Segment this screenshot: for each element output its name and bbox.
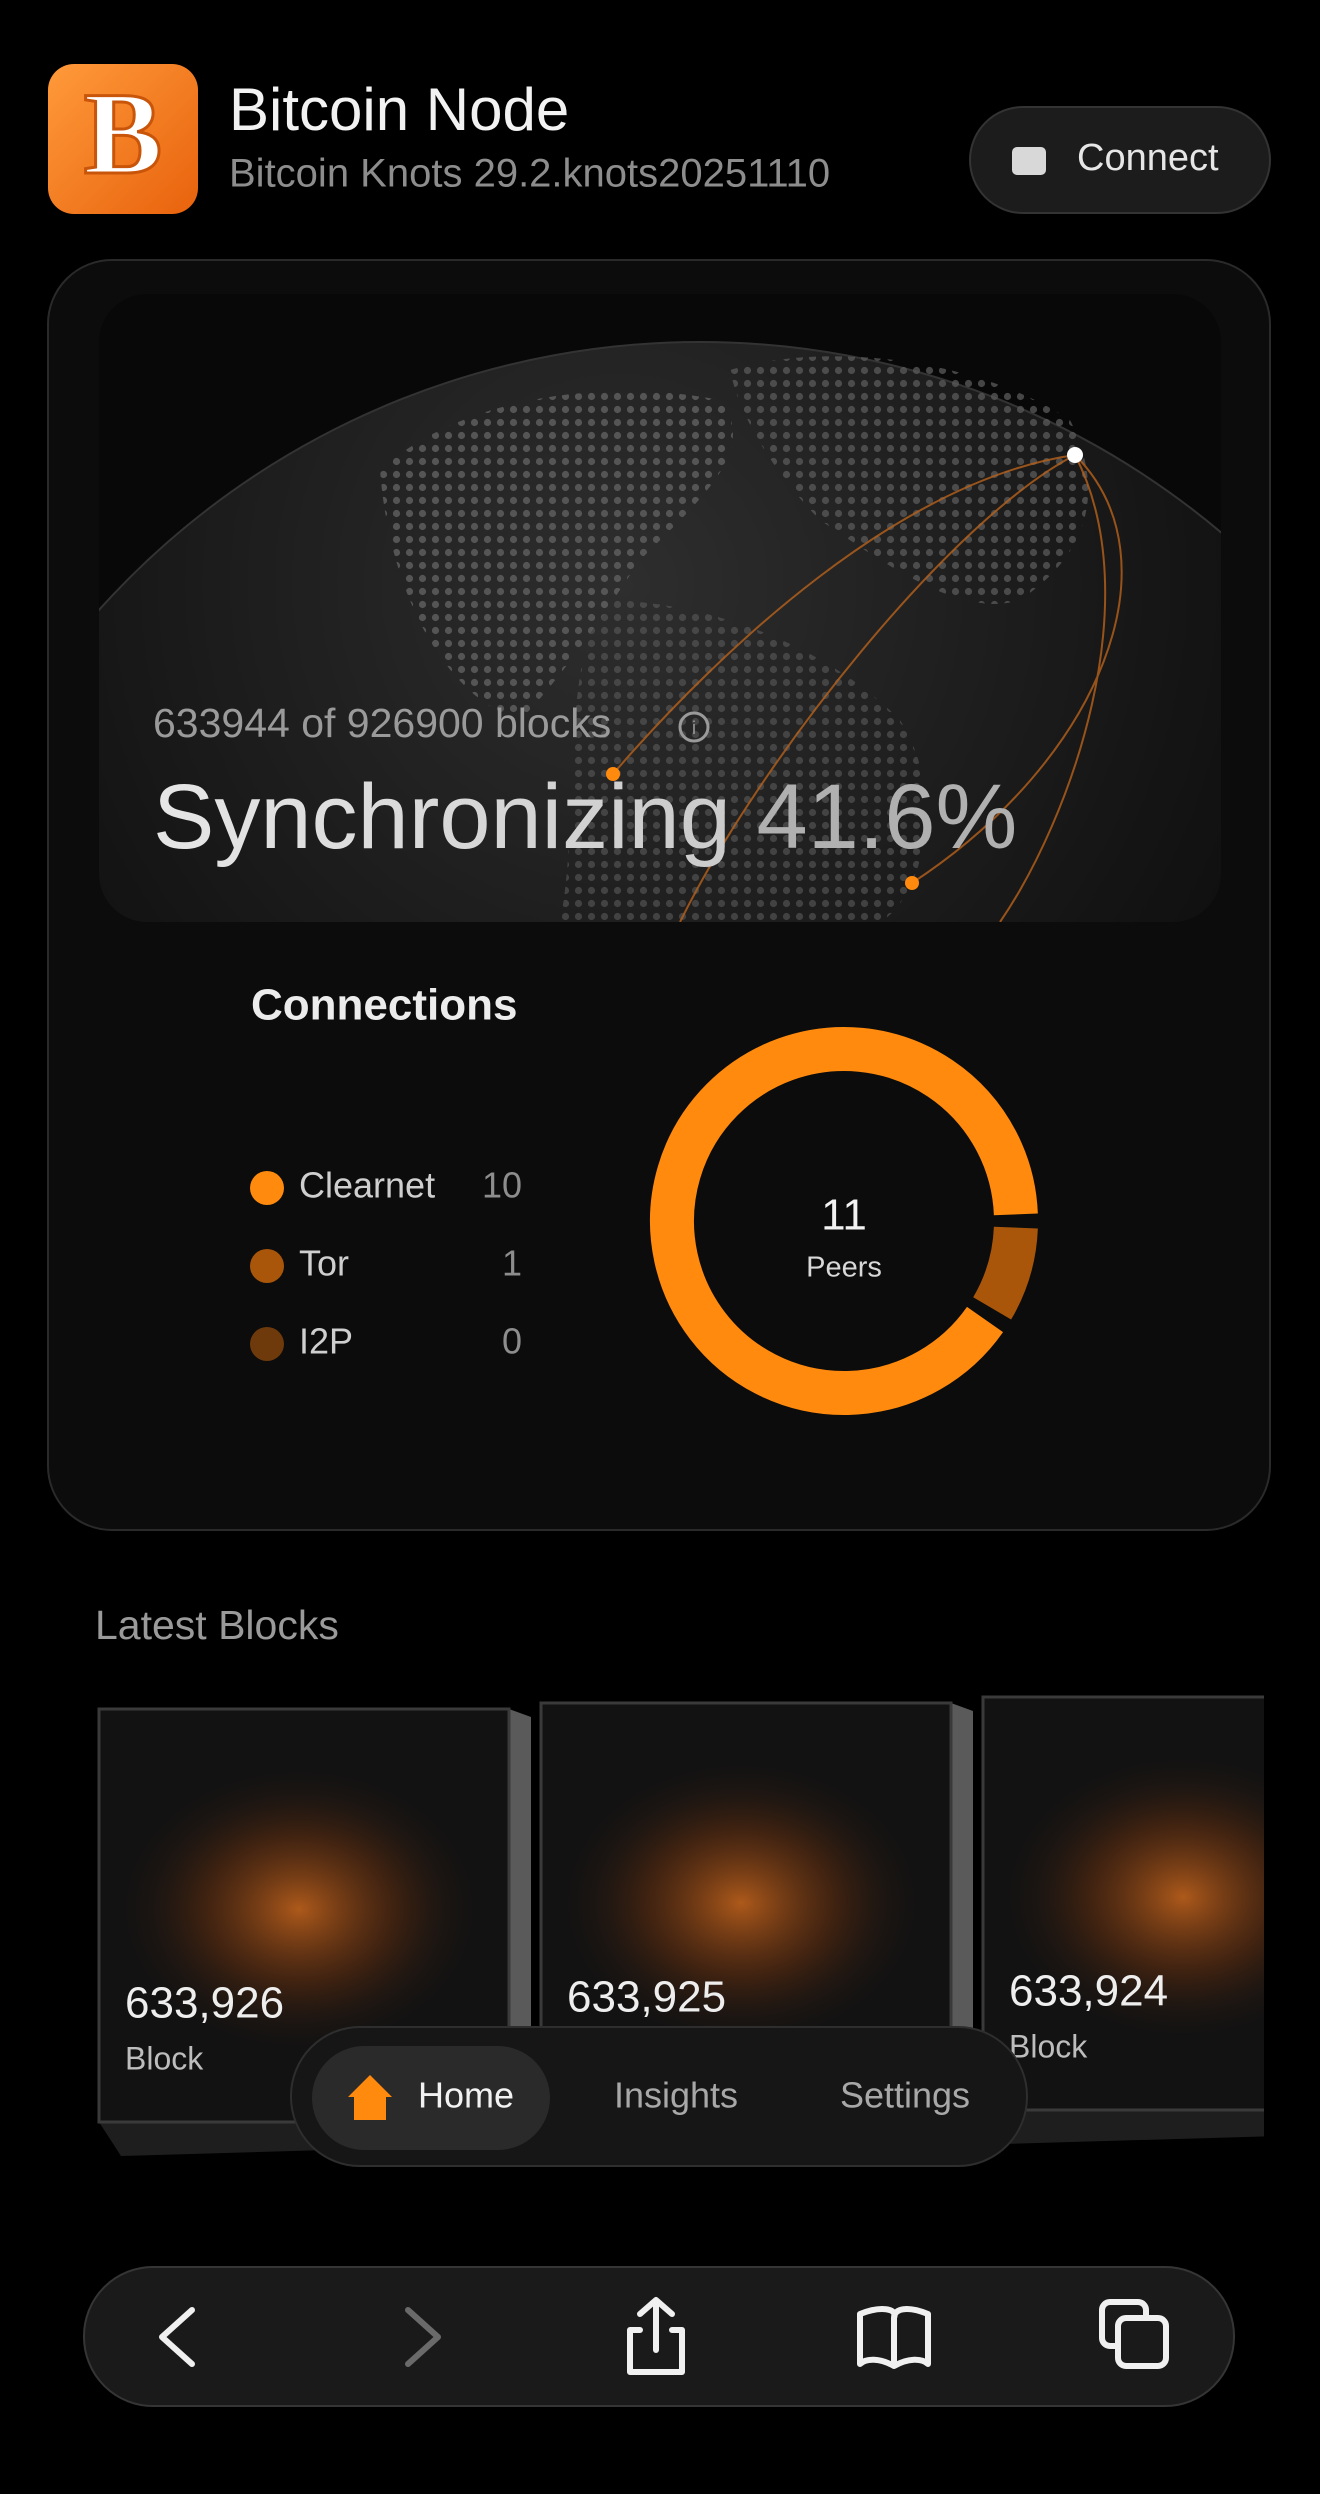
block-height: 633,925: [567, 1973, 726, 2022]
block-texture: [993, 1747, 1320, 2047]
peer-dot: [905, 876, 919, 890]
connect-button[interactable]: [969, 106, 1271, 214]
tab-label[interactable]: Settings: [840, 2075, 970, 2116]
legend: Clearnet 10 Tor 1 I2P 0: [250, 1165, 522, 1362]
block-label: Block: [125, 2040, 204, 2076]
peer-dot: [606, 767, 620, 781]
app-subtitle: Bitcoin Knots 29.2.knots20251110: [229, 152, 830, 196]
peer-arcs: [612, 454, 1123, 922]
logo-letter: B: [84, 68, 163, 199]
continent: [380, 391, 733, 720]
active-tab-pill: [312, 2046, 550, 2150]
peers-total: 11: [821, 1191, 867, 1240]
tabs-button-front[interactable]: [1115, 2315, 1169, 2369]
block-texture: [551, 1753, 931, 2053]
block-height: 633,926: [125, 1979, 284, 2028]
screen-edge: [1264, 1680, 1320, 2180]
legend-label: Tor: [299, 1243, 349, 1284]
legend-swatch: [250, 1249, 284, 1283]
latest-blocks-title: Latest Blocks: [95, 1602, 339, 1648]
bookmarks-button[interactable]: [857, 2306, 931, 2369]
block-bottom: [983, 2110, 1320, 2144]
continent: [560, 600, 927, 922]
wallet-icon: [1012, 147, 1046, 175]
block-texture: [109, 1759, 489, 2059]
legend-value: 0: [502, 1321, 522, 1362]
legend-value: 10: [482, 1165, 522, 1206]
info-icon[interactable]: [678, 711, 710, 743]
sync-progress: 41.6%: [756, 766, 1017, 868]
tab-label[interactable]: Insights: [614, 2075, 738, 2116]
tab-label[interactable]: Home: [418, 2075, 514, 2116]
back-button[interactable]: [159, 2307, 195, 2367]
block-card[interactable]: 633,925Block: [539, 1701, 973, 2150]
forward-button[interactable]: [405, 2307, 441, 2367]
node-location: [1067, 447, 1083, 463]
block-height: 633,924: [1009, 1967, 1168, 2016]
legend-value: 1: [502, 1243, 522, 1284]
app-logo: [48, 64, 198, 214]
donut-segment: [972, 1226, 1038, 1320]
globe: [99, 341, 1221, 922]
info-glyph: i: [692, 718, 696, 738]
legend-label: Clearnet: [299, 1165, 435, 1206]
sync-status: Synchronizing: [153, 766, 731, 868]
connect-label[interactable]: Connect: [1077, 137, 1219, 179]
legend-swatch: [250, 1171, 284, 1205]
sync-headline: Synchronizing 41.6%: [153, 766, 1017, 868]
app-title: Bitcoin Node: [229, 76, 569, 143]
donut-segment: [650, 1027, 1038, 1415]
connections-title: Connections: [251, 981, 517, 1030]
block-label: Block: [1009, 2028, 1088, 2064]
legend-swatch: [250, 1327, 284, 1361]
share-button[interactable]: [627, 2297, 685, 2375]
block-card[interactable]: 633,924 Block: [981, 1695, 1320, 2144]
tab-items: Home Insights Settings: [312, 2046, 970, 2150]
home-icon: [348, 2075, 392, 2120]
continent: [730, 356, 1089, 604]
globe-panel: [99, 294, 1221, 922]
donut: [650, 1027, 1038, 1415]
legend-label: I2P: [299, 1321, 353, 1362]
blocks-progress: 633944 of 926900 blocks: [153, 700, 611, 746]
peers-label: Peers: [806, 1252, 882, 1284]
